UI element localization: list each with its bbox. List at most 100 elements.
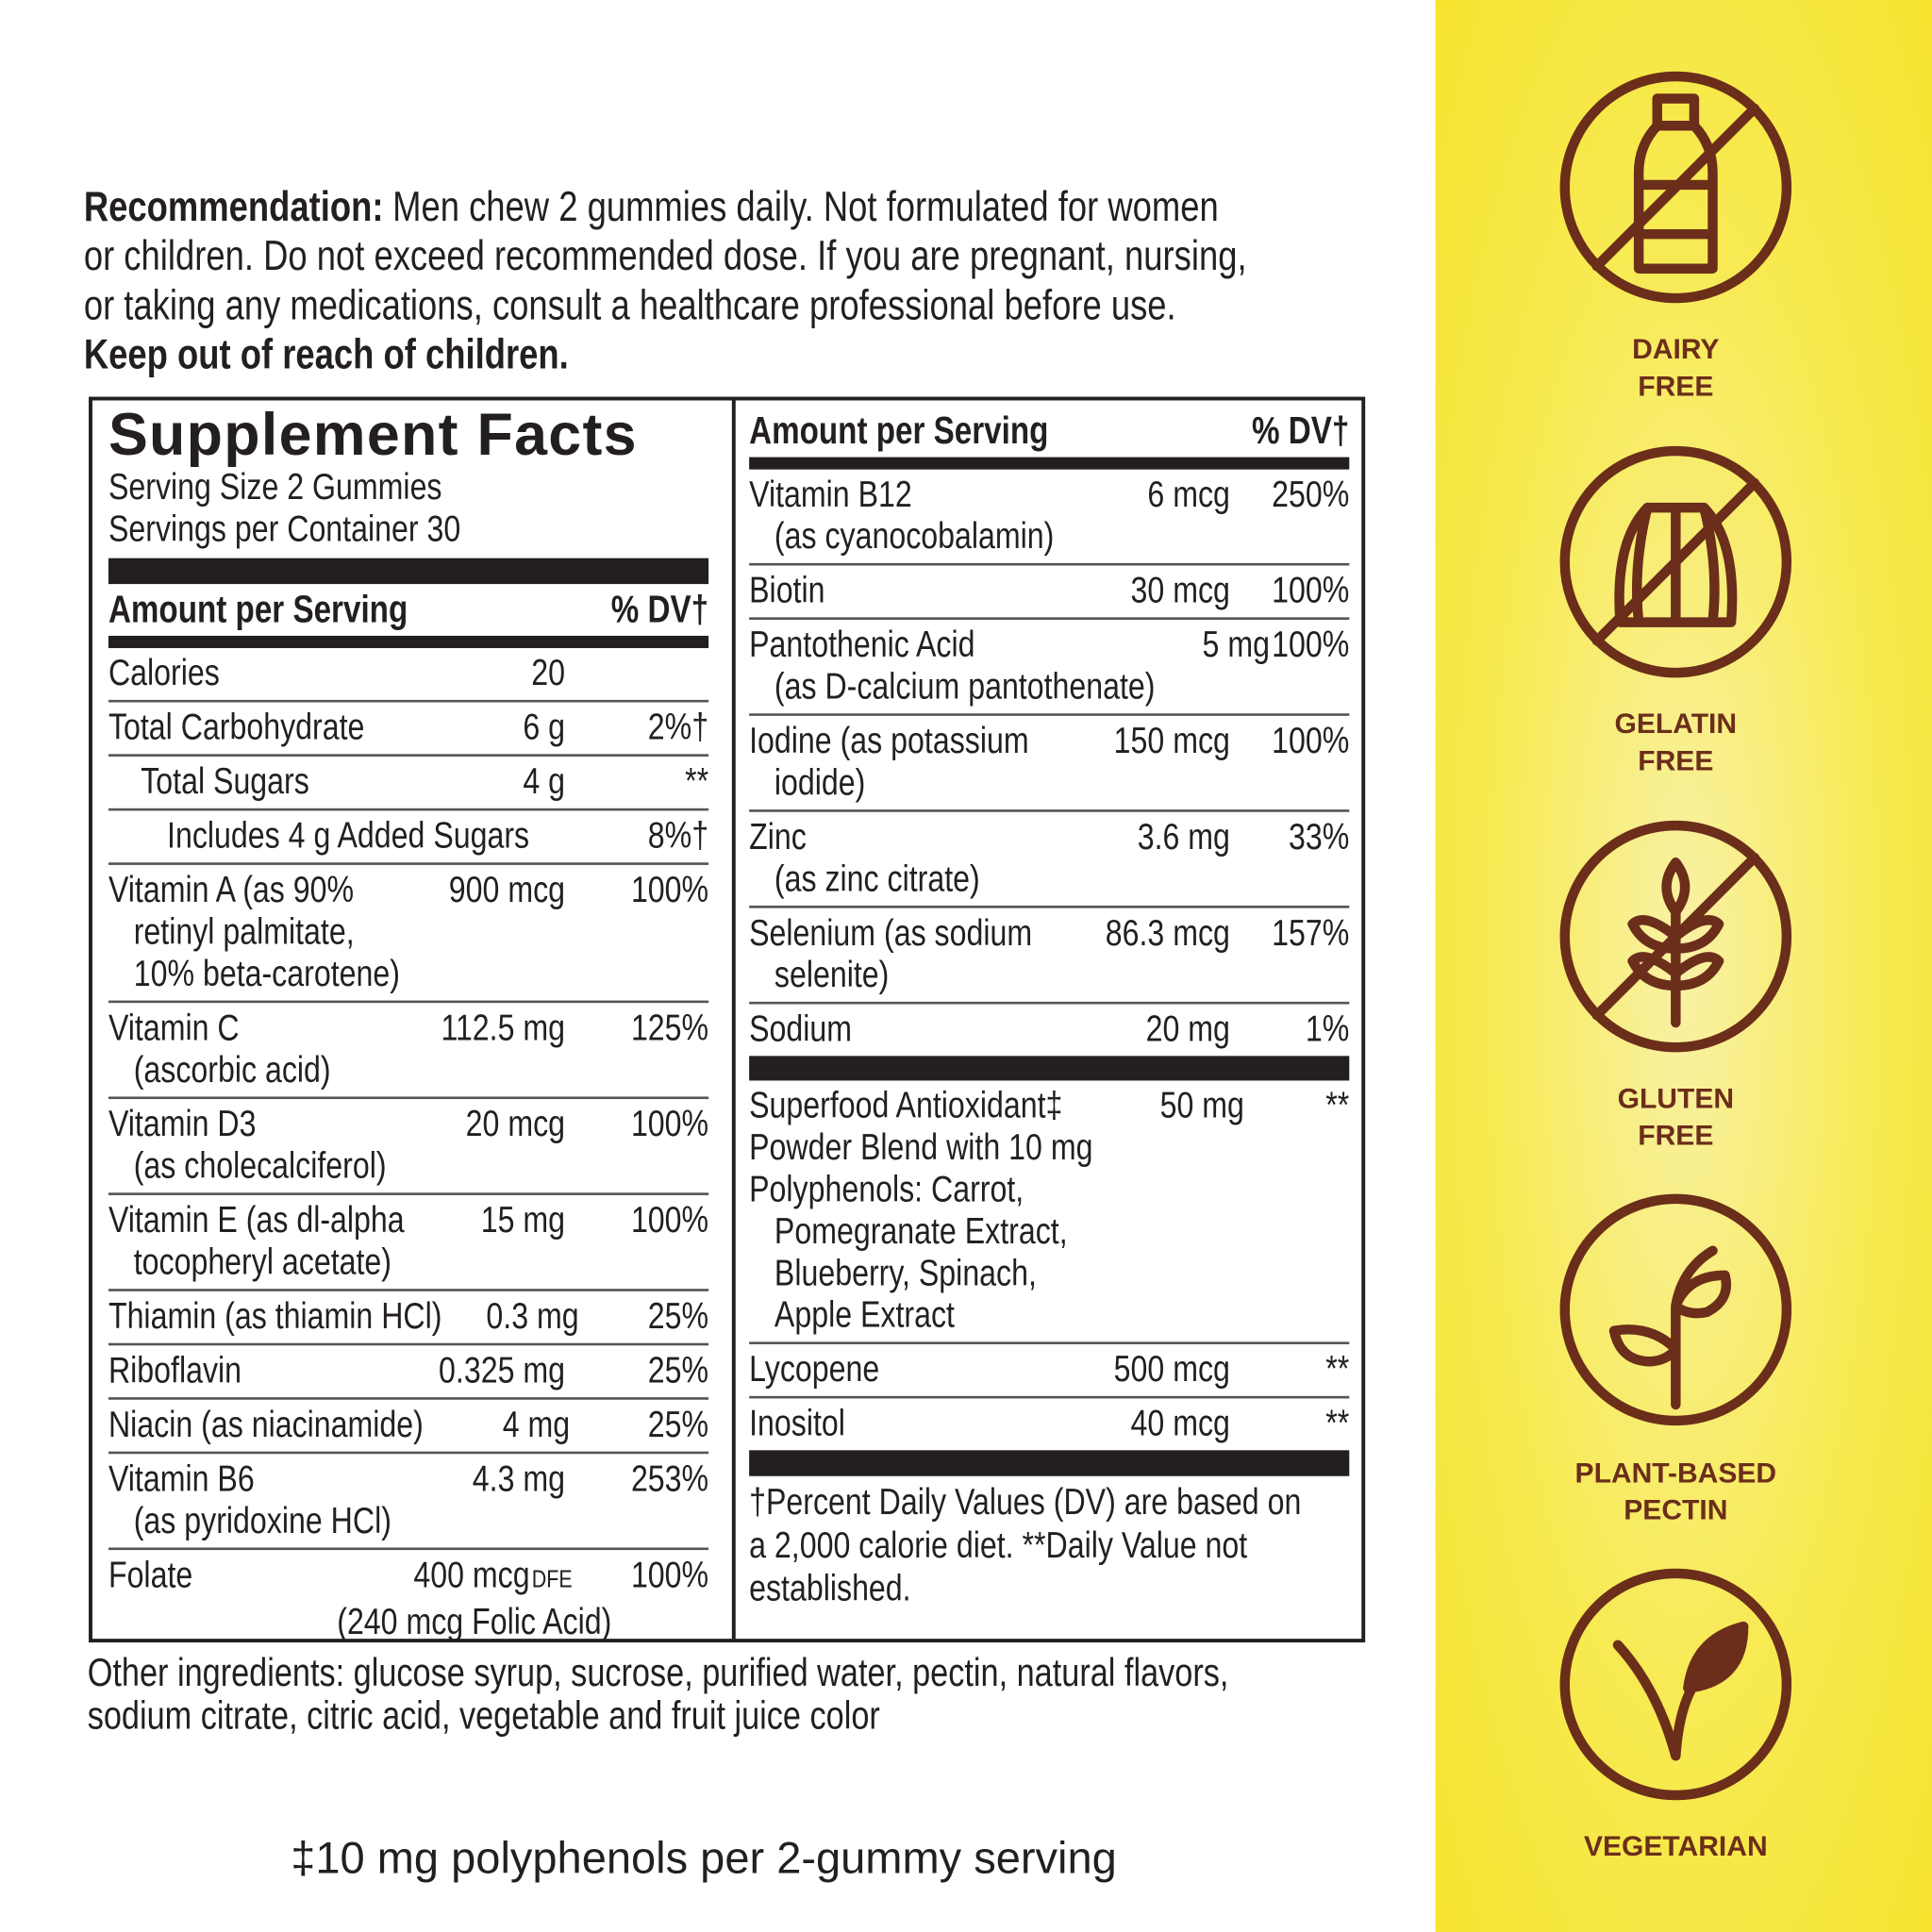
daily-value: 157%	[1272, 912, 1350, 954]
daily-value: 25%	[647, 1296, 709, 1338]
amount-cell: 20 mg	[1058, 1009, 1230, 1051]
nutrient-name: Sodium	[749, 1009, 1058, 1051]
name-line: (as cyanocobalamin)	[774, 516, 1055, 558]
dv-cell: **	[565, 761, 708, 803]
dv-cell: 2%†	[565, 708, 708, 749]
name-line: (as cholecalciferol)	[133, 1145, 387, 1187]
rec-text: or taking any medications, consult a hea…	[83, 282, 1176, 329]
daily-value: 25%	[647, 1404, 709, 1446]
amount: 0.325 mg	[439, 1350, 566, 1391]
badge-panel: DAIRY FREE GELATIN FREE GLUTEN FREE PLANT-BASE…	[1435, 0, 1932, 1932]
name-line: Apple Extract	[774, 1294, 955, 1336]
name-line: Vitamin B6	[108, 1458, 255, 1500]
facts-left: Supplement Facts Serving Size 2 Gummies …	[108, 405, 709, 1648]
recommendation: Recommendation: Men chew 2 gummies daily.…	[84, 182, 1377, 379]
nutrient-name: Selenium (as sodium selenite)	[749, 913, 1058, 997]
dv-cell: 25%	[565, 1351, 708, 1392]
serving-size: Serving Size 2 Gummies	[108, 467, 442, 508]
nutrient-name: Vitamin E (as dl-alpha tocopheryl acetate…	[108, 1200, 413, 1284]
nutrient-name: Folate	[108, 1555, 413, 1600]
amount: 20	[531, 653, 566, 694]
nutrient-name: Calories	[108, 653, 413, 694]
nutrient-name: Iodine (as potassium iodide)	[749, 721, 1058, 805]
badge-label: FREE	[1638, 371, 1713, 402]
badge-label: PLANT-BASED	[1575, 1457, 1777, 1489]
nutrient-name: Includes 4 g Added Sugars	[108, 816, 529, 858]
nutrient-name: Superfood Antioxidant‡ Powder Blend with …	[749, 1086, 1092, 1337]
nutrient-name: Vitamin C (ascorbic acid)	[108, 1008, 413, 1091]
name-line: iodide)	[774, 762, 866, 804]
nutrient-name: Vitamin B6 (as pyridoxine HCl)	[108, 1458, 413, 1542]
daily-value: 100%	[1272, 721, 1350, 762]
rec-text: Men chew 2 gummies daily. Not formulated…	[392, 183, 1219, 231]
amount-cell: 5 mg	[1156, 625, 1270, 708]
daily-value: 250%	[1272, 474, 1350, 515]
name-line: Superfood Antioxidant‡	[749, 1085, 1063, 1126]
rec-text: or children. Do not exceed recommended d…	[83, 232, 1247, 280]
name-line: (as zinc citrate)	[774, 858, 980, 900]
dv-cell: 157%	[1230, 913, 1349, 997]
dv-cell: 250%	[1230, 475, 1349, 558]
header-amount: Amount per Serving	[749, 408, 1049, 453]
nutrient-row: Vitamin B6 (as pyridoxine HCl) 4.3 mg 253%	[108, 1451, 709, 1548]
daily-value: 25%	[647, 1350, 709, 1391]
name-line: selenite)	[774, 955, 890, 996]
daily-value: **	[685, 761, 709, 803]
name-line: Folate	[108, 1555, 193, 1596]
daily-value: 100%	[1272, 570, 1350, 611]
footnote-line: †Percent Daily Values (DV) are based on	[749, 1482, 1302, 1524]
name-line: (as pyridoxine HCl)	[133, 1500, 391, 1541]
dv-cell: 33%	[1230, 817, 1349, 901]
dv-cell: 100%	[1230, 721, 1349, 805]
name-line: Vitamin A (as 90%	[108, 870, 355, 911]
amount: 112.5 mg	[441, 1008, 566, 1049]
amount-cell: 6 g	[413, 708, 565, 749]
name-line: Pomegranate Extract,	[774, 1210, 1068, 1253]
nutrient-name: Vitamin A (as 90% retinyl palmitate, 10% b…	[108, 870, 413, 995]
nutrient-name: Zinc (as zinc citrate)	[749, 817, 1058, 901]
name-line: (ascorbic acid)	[133, 1049, 331, 1091]
amount: 4 mg	[502, 1404, 571, 1446]
name-line: Vitamin D3	[108, 1104, 257, 1145]
rule	[108, 558, 709, 585]
amount: 40 mcg	[1130, 1403, 1230, 1444]
nutrient-row: Niacin (as niacinamide) 4 mg 25%	[108, 1397, 709, 1451]
amount-cell: 30 mcg	[1058, 571, 1230, 612]
dv-cell: 25%	[570, 1405, 708, 1446]
rec-warning: Keep out of reach of children.	[83, 331, 569, 378]
daily-value: 1%	[1305, 1008, 1350, 1050]
other-ingredients: Other ingredients: glucose syrup, sucros…	[88, 1651, 1391, 1737]
amount: 86.3 mcg	[1105, 912, 1230, 954]
nutrient-name: Thiamin (as thiamin HCl)	[108, 1296, 442, 1338]
rule	[749, 457, 1350, 470]
amount-cell: 900 mcg	[413, 870, 565, 995]
nutrient-row: Includes 4 g Added Sugars 8%†	[108, 808, 709, 862]
daily-value: 100%	[630, 1104, 709, 1145]
name-line: Zinc	[749, 816, 807, 858]
daily-value: 100%	[630, 1555, 709, 1596]
nutrient-row: Iodine (as potassium iodide) 150 mcg 100%	[749, 713, 1350, 809]
name-line: Iodine (as potassium	[749, 721, 1029, 762]
footnote-line: a 2,000 calorie diet. **Daily Value not	[749, 1524, 1248, 1567]
rec-label: Recommendation:	[83, 183, 384, 231]
name-line: Blueberry, Spinach,	[774, 1253, 1037, 1294]
amount-cell: 50 mg	[1092, 1086, 1244, 1337]
dv-cell: 100%	[565, 870, 708, 995]
amount-cell: 3.6 mg	[1058, 817, 1230, 901]
nutrient-row: Total Sugars 4 g **	[108, 754, 709, 808]
icon-gluten-free	[1559, 820, 1792, 1053]
amount-cell: 40 mcg	[1058, 1404, 1230, 1445]
amount: 4.3 mg	[472, 1458, 566, 1500]
other-line: Other ingredients: glucose syrup, sucros…	[87, 1649, 1229, 1694]
nutrient-row: Vitamin C (ascorbic acid) 112.5 mg 125%	[108, 1000, 709, 1097]
badges: DAIRY FREE GELATIN FREE GLUTEN FREE PLANT-BASE…	[1559, 71, 1792, 1862]
name-line: retinyl palmitate,	[133, 911, 355, 953]
badge-label: GLUTEN	[1618, 1083, 1734, 1114]
name-line: Selenium (as sodium	[749, 912, 1033, 954]
amount-cell: 400 mcg DFE	[413, 1555, 572, 1600]
name-line: (as D-calcium pantothenate)	[774, 666, 1156, 708]
nutrient-row: Pantothenic Acid (as D-calcium pantothena…	[749, 617, 1350, 713]
amount-cell: 4.3 mg	[413, 1458, 565, 1542]
amount-cell	[529, 816, 622, 858]
